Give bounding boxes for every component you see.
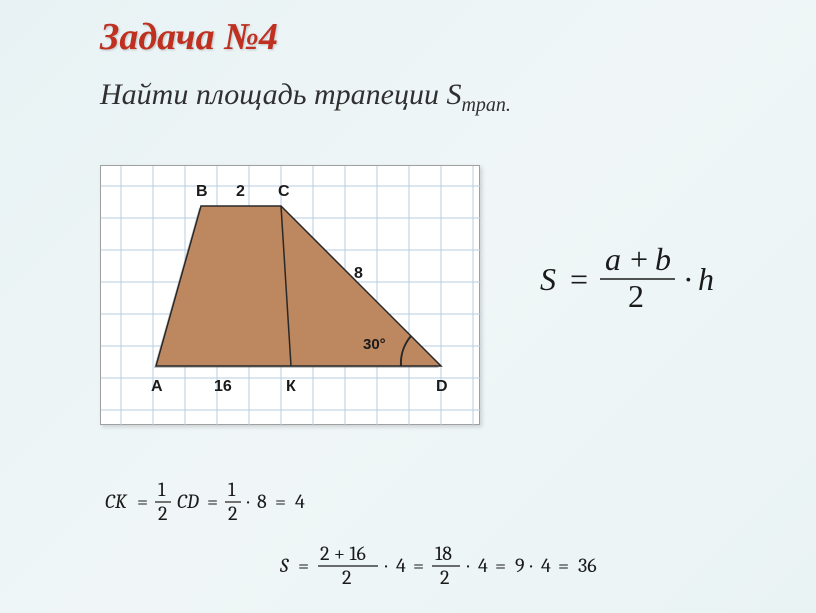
label-a: A [151,378,163,395]
svg-text:2: 2 [158,502,167,525]
svg-text:=: = [495,554,506,577]
svg-text:a: a [605,245,621,277]
svg-text:4: 4 [541,554,551,577]
svg-text:4: 4 [396,554,406,577]
svg-text:+: + [630,245,648,277]
trapezoid-diagram: A B C D К 2 8 16 30° [100,165,480,425]
trapezoid-shape [156,206,441,366]
area-formula: S = a + b 2 · h [540,245,800,305]
label-cd: 8 [354,265,363,282]
svg-text:·: · [683,261,694,297]
subtitle-text: Найти площадь трапеции S [100,78,461,111]
svg-text:S: S [280,554,289,577]
svg-text:36: 36 [578,554,597,577]
svg-text:=: = [298,554,309,577]
svg-text:4: 4 [478,554,488,577]
svg-text:=: = [275,490,286,513]
svg-text:·: · [247,490,250,513]
label-ad: 16 [214,378,232,395]
svg-text:CK: CK [105,490,128,513]
subtitle-sub: трап. [461,94,510,116]
svg-text:=: = [137,490,148,513]
label-bc: 2 [236,183,245,200]
problem-title: Задача №4 [100,15,278,59]
svg-text:4: 4 [295,490,305,513]
svg-text:9: 9 [515,554,525,577]
label-angle: 30° [363,336,386,353]
svg-text:=: = [207,490,218,513]
svg-text:·: · [385,554,388,577]
label-b: B [196,183,208,200]
svg-text:CD: CD [177,490,199,513]
svg-text:1: 1 [158,478,166,501]
problem-subtitle: Найти площадь трапеции Sтрап. [100,78,511,117]
area-calculation: S = 2 + 16 2 · 4 = 18 2 · 4 = 9 · 4 = 36 [280,540,660,595]
svg-text:b: b [655,245,671,277]
svg-text:2: 2 [342,566,351,589]
label-d: D [436,378,448,395]
svg-text:8: 8 [257,490,267,513]
svg-text:2: 2 [440,566,449,589]
ck-calculation: CK = 1 2 CD = 1 2 · 8 = 4 [105,478,355,528]
svg-text:=: = [413,554,424,577]
svg-text:·: · [467,554,470,577]
svg-text:2 + 16: 2 + 16 [320,542,366,565]
svg-text:h: h [698,261,714,297]
svg-text:S: S [540,261,556,297]
svg-text:2: 2 [628,278,644,314]
svg-text:=: = [558,554,569,577]
svg-text:1: 1 [228,478,236,501]
label-k: К [286,378,296,395]
svg-text:=: = [570,261,588,297]
svg-text:·: · [530,554,533,577]
svg-text:2: 2 [228,502,237,525]
svg-text:18: 18 [435,542,452,565]
label-c: C [278,183,290,200]
